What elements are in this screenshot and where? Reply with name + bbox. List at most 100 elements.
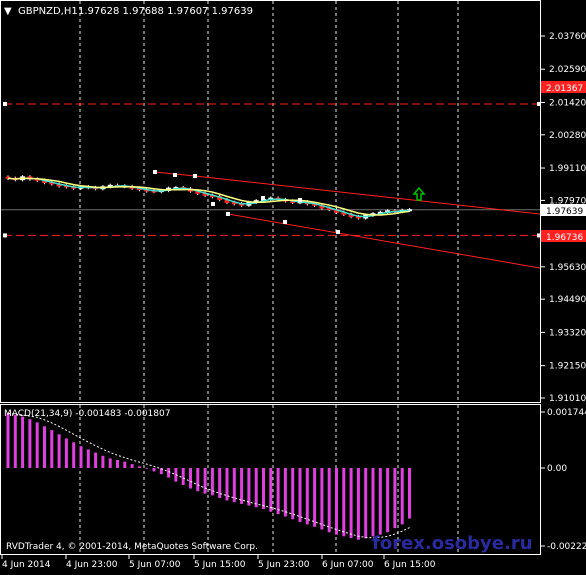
channel-upper-line xyxy=(194,175,541,215)
ma-slow-line xyxy=(7,177,410,218)
trade-markers xyxy=(211,196,302,206)
macd-bar xyxy=(378,468,382,535)
channel-anchor xyxy=(173,173,177,177)
macd-bar xyxy=(108,458,112,468)
ohlc-values: 1.97628 1.97688 1.97607 1.97639 xyxy=(78,6,253,17)
level-anchor xyxy=(537,233,541,238)
macd-bar xyxy=(408,468,411,519)
order-marker xyxy=(211,202,215,206)
macd-bar xyxy=(152,468,156,472)
macd-bar xyxy=(356,468,360,540)
macd-bar xyxy=(393,468,397,529)
macd-bar xyxy=(225,468,229,501)
macd-bar xyxy=(189,468,192,489)
price-tick-label: 2.00280 xyxy=(549,131,586,141)
price-tick-label: 1.92150 xyxy=(549,362,586,372)
macd-bar xyxy=(327,468,331,533)
macd-histogram xyxy=(6,412,411,540)
upper-level-label: 2.01367 xyxy=(546,84,583,94)
current-price-box xyxy=(541,204,586,216)
main-chart-frame xyxy=(0,0,541,403)
channel-anchor xyxy=(283,220,287,224)
channel-anchor xyxy=(193,174,197,178)
macd-bar xyxy=(6,413,10,468)
macd-bar xyxy=(72,442,76,468)
macd-bar xyxy=(240,468,244,504)
macd-bar xyxy=(320,468,324,530)
macd-bar xyxy=(28,419,32,468)
price-tick-label: 1.94490 xyxy=(549,295,586,305)
macd-bar xyxy=(50,430,54,468)
level-anchor xyxy=(3,233,7,238)
current-price-label: 1.97639 xyxy=(546,207,583,217)
lower-level-box xyxy=(541,230,586,242)
macd-bar xyxy=(137,466,141,468)
upper-level-box xyxy=(541,81,586,93)
macd-bar xyxy=(21,416,25,468)
order-marker xyxy=(298,198,302,202)
level-anchor xyxy=(3,101,7,106)
horizontal-levels[interactable] xyxy=(3,101,541,238)
channel-lower-line xyxy=(227,213,541,269)
macd-bar xyxy=(116,459,119,468)
price-tick-label: 1.99110 xyxy=(549,164,586,174)
macd-bar xyxy=(349,468,353,539)
channel-anchor xyxy=(226,212,230,216)
macd-bar xyxy=(123,461,127,468)
macd-bar xyxy=(79,446,83,468)
macd-bar xyxy=(291,468,295,520)
macd-bar xyxy=(262,468,265,510)
order-marker xyxy=(261,196,265,200)
macd-bar xyxy=(43,426,46,468)
lower-level-label: 1.96736 xyxy=(546,233,583,243)
macd-bar xyxy=(283,468,287,517)
macd-bar xyxy=(371,468,375,537)
grid-lines xyxy=(1,1,540,554)
macd-bar xyxy=(364,468,368,539)
macd-bar xyxy=(335,468,338,535)
macd-bar xyxy=(313,468,317,527)
macd-bar xyxy=(94,452,98,468)
channel-anchor xyxy=(336,230,340,234)
macd-bar xyxy=(210,468,214,496)
macd-bar xyxy=(86,449,90,468)
macd-bar xyxy=(145,468,149,469)
macd-bar xyxy=(247,468,251,506)
macd-bar xyxy=(167,468,171,478)
time-tick-label: 6 Jun 15:00 xyxy=(384,560,436,570)
symbol-label: GBPNZD,H1 xyxy=(18,6,78,17)
time-tick-label: 5 Jun 15:00 xyxy=(194,560,246,570)
macd-label: MACD(21,34,9) -0.001483 -0.001807 xyxy=(4,409,170,419)
macd-bar xyxy=(305,468,309,525)
macd-bar xyxy=(254,468,258,508)
time-tick-label: 5 Jun 07:00 xyxy=(129,560,181,570)
price-tick-label: 1.93320 xyxy=(549,328,586,338)
buy-arrow-icon xyxy=(412,186,426,201)
candlesticks xyxy=(5,175,412,220)
price-tick-label: 1.91010 xyxy=(549,394,586,404)
macd-frame xyxy=(0,404,541,555)
level-anchor xyxy=(537,101,541,106)
chevron-down-icon[interactable]: ▼ xyxy=(4,6,12,17)
macd-bar xyxy=(269,468,273,512)
macd-bar xyxy=(35,422,39,468)
macd-bar xyxy=(276,468,280,515)
macd-signal-line xyxy=(7,412,410,539)
macd-bar xyxy=(386,468,390,533)
time-tick-label: 6 Jun 07:00 xyxy=(322,560,374,570)
macd-bar xyxy=(181,468,185,486)
price-tick-label: 1.97970 xyxy=(549,196,586,206)
time-tick-label: 4 Jun 2014 xyxy=(2,560,51,570)
trend-channel[interactable] xyxy=(153,170,541,269)
macd-bar xyxy=(203,468,207,494)
price-tick-label: 2.03760 xyxy=(549,32,586,42)
time-axis: 4 Jun 2014 4 Jun 23:00 5 Jun 07:00 5 Jun 15… xyxy=(1,555,436,570)
macd-bar xyxy=(218,468,222,499)
price-tick-label: 2.02590 xyxy=(549,65,586,75)
macd-tick-label: 0.001744 xyxy=(547,408,586,418)
price-tick-label: 2.01420 xyxy=(549,98,586,108)
macd-bar xyxy=(64,438,68,468)
